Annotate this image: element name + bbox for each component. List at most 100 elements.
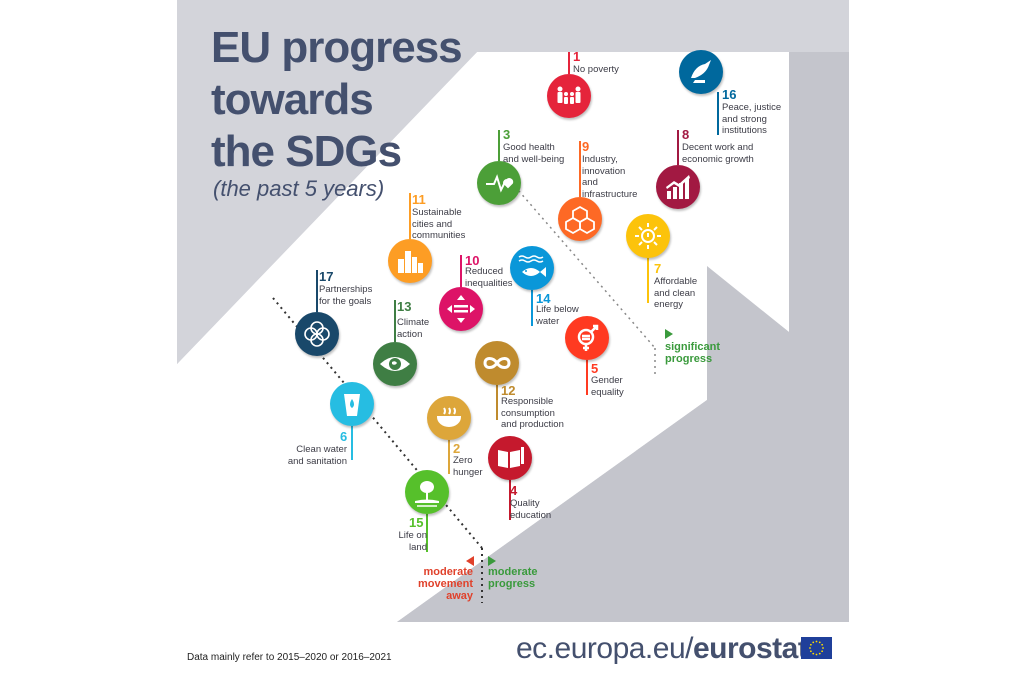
goal-11-stem [409,193,411,239]
goal-15-label: Life on land [398,530,427,553]
goal-6-number: 6 [340,429,348,444]
goal-5-stem [586,360,588,395]
goal-1-label: No poverty [573,64,619,75]
goal-14-stem [531,290,533,326]
subtitle: (the past 5 years) [213,176,385,201]
goal-11-city-icon [388,239,432,283]
goal-3-label: Good health and well-being [503,142,565,165]
goal-9-label: Industry, innovation and infrastructure [582,154,638,200]
title-line-3: the SDGs [211,127,402,176]
data-note: Data mainly refer to 2015–2020 or 2016–2… [187,652,392,663]
moderate-progress-marker [488,556,496,566]
goal-13-number: 13 [397,299,412,314]
title-line-1: EU progress [211,23,463,72]
title-line-2: towards [211,75,374,124]
goal-9-stem [579,141,581,197]
goal-2-label: Zero hunger [453,455,483,478]
upper-left-band [177,52,477,364]
goal-10-label: Reduced inequalities [465,266,513,289]
goal-17-label: Partnerships for the goals [319,284,373,307]
goal-11-label: Sustainable cities and communities [412,207,466,241]
goal-8-stem [677,130,679,165]
infographic-panel: EU progress towards the SDGs (the past 5… [177,0,849,622]
significant-progress-marker [665,329,673,339]
url-prefix: ec.europa.eu/ [516,632,693,665]
goal-13-stem [394,300,396,342]
goal-2-number: 2 [453,441,461,456]
goal-9-number: 9 [582,139,590,154]
significant-progress-line [498,167,656,349]
progress-arrow-graphic [177,52,849,622]
goal-1-family-icon [547,74,591,118]
goal-4-label: Quality education [510,498,552,521]
goal-16-stem [717,92,719,135]
goal-17-stem [316,270,318,312]
flag-star [818,641,821,644]
url-brand: eurostat [692,632,808,665]
goal-2-bowl-icon [427,396,471,440]
goal-16-dove-icon [679,50,723,94]
moderate-away-marker [466,556,474,566]
goal-7-stem [647,258,649,303]
goal-9-cubes-icon [558,197,602,241]
goal-5-gender-equality-icon [565,316,609,360]
goal-14-label: Life below water [536,304,579,327]
goal-7-number: 7 [654,261,662,276]
goal-2-stem [448,440,450,474]
goal-6-label: Clean water and sanitation [287,444,347,467]
goal-1-number: 1 [573,49,581,64]
goal-7-label: Affordable and clean energy [654,276,698,310]
goal-4-stem [509,480,511,520]
goal-7-sun-power-icon [626,214,670,258]
goal-8-number: 8 [682,127,690,142]
goal-16-number: 16 [722,87,737,102]
goal-3-number: 3 [503,127,511,142]
significant-progress-label: significant progress [665,341,721,365]
goal-3-heartbeat-icon [477,161,521,205]
goal-10-stem [460,255,462,287]
white-arrow [177,52,789,622]
flag-star [812,641,815,644]
goal-13-label: Climate action [397,317,430,340]
goal-5-label: Gender equality [591,375,624,398]
flag-star [812,652,815,655]
goal-12-stem [496,385,498,420]
goal-4-book-pencil-icon [488,436,532,480]
goal-11-number: 11 [412,192,426,207]
goal-6-water-drop-icon [330,382,374,426]
flag-star [821,643,824,646]
goal-15-number: 15 [409,515,424,530]
goal-1-stem [568,52,570,74]
goal-17-rings-icon [295,312,339,356]
goal-15-tree-icon [405,470,449,514]
goal-3-stem [498,130,500,161]
goal-5-number: 5 [591,361,599,376]
eu-flag-icon [801,637,832,659]
goal-17-number: 17 [319,269,334,284]
goal-13-eye-globe-icon [373,342,417,386]
goal-10-number: 10 [465,253,480,268]
goal-6-stem [351,426,353,460]
goal-10-equality-arrows-icon [439,287,483,331]
goal-14-fish-icon [510,246,554,290]
flag-star [815,640,818,643]
eurostat-url[interactable]: ec.europa.eu/eurostat [516,632,808,666]
goal-12-infinity-icon [475,341,519,385]
goal-16-label: Peace, justice and strong institutions [722,102,782,136]
flag-star [815,653,818,656]
page-title: EU progress towards the SDGs [211,22,463,178]
goal-12-label: Responsible consumption and production [501,396,564,430]
goal-12-number: 12 [501,383,516,398]
flag-star [821,650,824,653]
moderate-progress-label: moderate progress [488,566,538,590]
goal-15-stem [426,514,428,552]
goal-14-number: 14 [536,291,551,306]
goal-8-label: Decent work and economic growth [682,142,754,165]
flag-star [809,643,812,646]
flag-star [818,652,821,655]
goal-8-growth-chart-icon [656,165,700,209]
flag-star [822,647,824,649]
moderate-away-label: moderate movement away [417,566,473,602]
right-band [397,52,849,622]
goal-4-number: 4 [510,483,518,498]
